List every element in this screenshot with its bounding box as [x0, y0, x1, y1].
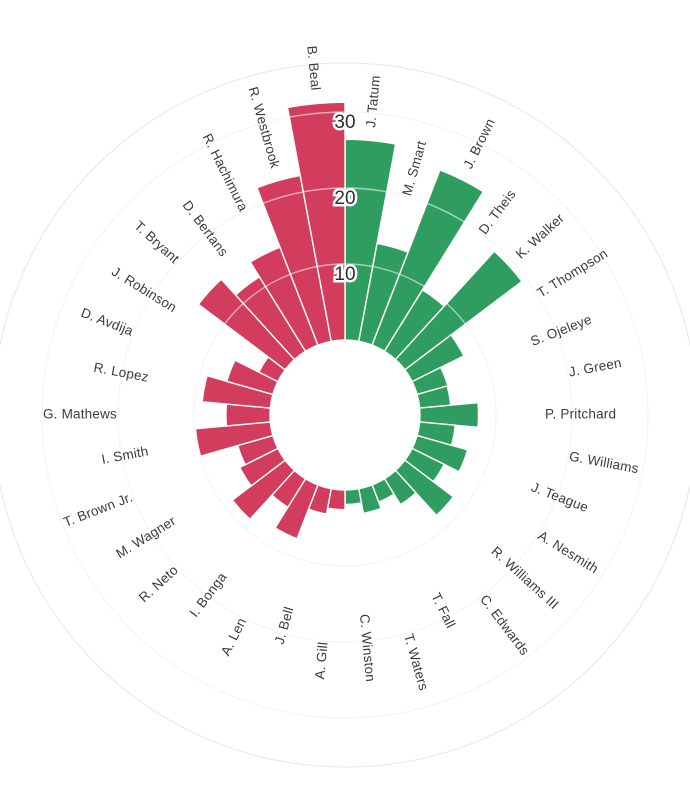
outer-boundary-ring — [0, 62, 690, 768]
player-label-t-thompson: T. Thompson — [534, 246, 610, 301]
bar-t-waters[interactable] — [357, 484, 383, 515]
player-label-g-williams: G. Williams — [568, 449, 640, 477]
player-label-s-ojeleye: S. Ojeleye — [528, 312, 593, 349]
bar-d-avdija[interactable] — [225, 359, 279, 396]
bar-j-teague[interactable] — [411, 434, 469, 473]
player-label-m-smart: M. Smart — [399, 139, 429, 197]
bar-r-williams-iii[interactable] — [394, 459, 455, 517]
bar-p-pritchard[interactable] — [418, 401, 480, 429]
player-label-m-wagner: M. Wagner — [113, 513, 178, 561]
bar-c-edwards[interactable] — [383, 469, 417, 506]
bar-b-beal[interactable] — [286, 101, 346, 343]
player-label-t-waters: T. Waters — [401, 632, 431, 692]
player-label-a-len: A. Len — [218, 615, 249, 658]
player-label-k-walker: K. Walker — [513, 210, 568, 262]
player-label-t-bryant: T. Bryant — [131, 218, 182, 266]
bar-r-lopez[interactable] — [201, 374, 274, 409]
bar-a-len[interactable] — [274, 477, 319, 540]
bar-c-winston[interactable] — [344, 487, 363, 506]
bar-t-thompson[interactable] — [403, 334, 465, 383]
bar-i-smith[interactable] — [194, 421, 274, 457]
bar-k-walker[interactable] — [394, 250, 523, 371]
player-label-j-green: J. Green — [568, 355, 623, 380]
player-label-i-bonga: I. Bonga — [186, 569, 229, 620]
bar-j-tatum[interactable] — [344, 138, 397, 343]
grid-ring-overlay-20 — [117, 187, 573, 643]
player-label-j-tatum: J. Tatum — [363, 75, 383, 129]
grid-ring-overlay-10 — [193, 263, 497, 567]
player-label-j-bell: J. Bell — [272, 605, 297, 646]
axis-tick-label-20: 20 — [334, 188, 355, 209]
player-label-g-mathews: G. Mathews — [43, 407, 117, 422]
player-label-d-avdija: D. Avdija — [79, 305, 136, 339]
bar-j-brown[interactable] — [371, 169, 485, 353]
player-label-p-pritchard: P. Pritchard — [545, 407, 616, 422]
player-label-c-winston: C. Winston — [357, 613, 378, 682]
bar-m-wagner[interactable] — [238, 447, 287, 487]
player-label-i-smith: I. Smith — [100, 443, 149, 466]
player-label-a-nesmith: A. Nesmith — [535, 528, 601, 577]
player-label-a-gill: A. Gill — [312, 641, 330, 680]
player-label-t-brown-jr: T. Brown Jr. — [61, 489, 134, 529]
axis-tick-label-30: 30 — [334, 112, 355, 133]
player-label-b-beal: B. Beal — [304, 45, 323, 91]
player-label-j-teague: J. Teague — [529, 479, 590, 515]
player-label-r-neto: R. Neto — [136, 562, 181, 605]
player-label-d-bertans: D. Bertans — [180, 198, 232, 260]
player-label-j-brown: J. Brown — [460, 116, 498, 171]
grid-ring-overlay-30 — [41, 111, 649, 719]
player-label-c-edwards: C. Edwards — [477, 592, 532, 658]
bar-r-neto[interactable] — [231, 459, 296, 521]
bar-t-bryant[interactable] — [197, 278, 296, 371]
player-label-r-hachimura: R. Hachimura — [200, 131, 251, 214]
axis-tick-label-10: 10 — [334, 264, 355, 285]
